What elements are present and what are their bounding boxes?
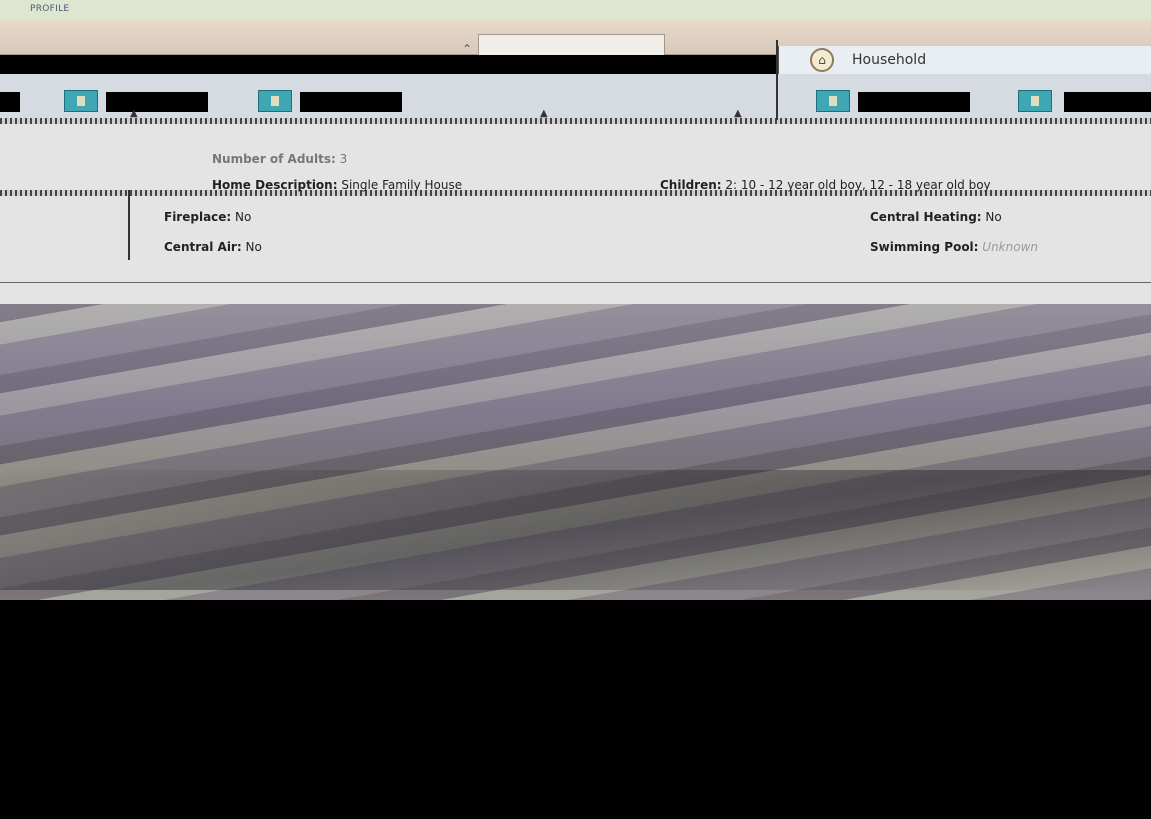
landscape-photo xyxy=(0,304,1151,600)
home-description-label: Home Description: xyxy=(212,178,338,192)
tool-chip-icon[interactable] xyxy=(1018,90,1052,112)
household-label[interactable]: Household xyxy=(852,52,927,68)
panel-vertical-rule xyxy=(776,40,778,120)
central-air-value: No xyxy=(245,240,262,254)
central-heating-row: Central Heating: No xyxy=(870,210,1002,224)
tool-chip-icon[interactable] xyxy=(258,90,292,112)
toolbar-tile[interactable] xyxy=(300,92,402,112)
toolbar-tile xyxy=(0,92,20,112)
household-tab[interactable] xyxy=(776,46,1151,74)
tool-chip-icon[interactable] xyxy=(64,90,98,112)
profile-label: PROFILE xyxy=(30,4,70,14)
household-icon: ⌂ xyxy=(810,48,834,72)
triangle-icon: ▲ xyxy=(734,108,742,119)
details-panel xyxy=(0,118,1151,304)
fireplace-label: Fireplace: xyxy=(164,210,232,224)
caret-up-icon[interactable]: ⌃ xyxy=(462,42,473,56)
adults-value: 3 xyxy=(339,152,348,166)
header-tab[interactable] xyxy=(478,34,665,55)
adults-row: Number of Adults: 3 xyxy=(212,152,347,166)
children-row: Children: 2: 10 - 12 year old boy, 12 - … xyxy=(660,178,991,192)
panel-top-rule xyxy=(0,118,1151,124)
home-description-value: Single Family House xyxy=(341,178,463,192)
landscape-photo-shadow xyxy=(0,470,1151,590)
home-description-row: Home Description: Single Family House xyxy=(212,178,462,192)
central-air-label: Central Air: xyxy=(164,240,242,254)
tool-chip-icon[interactable] xyxy=(816,90,850,112)
panel-mid-rule xyxy=(0,190,1151,196)
children-value: 2: 10 - 12 year old boy, 12 - 18 year ol… xyxy=(725,178,991,192)
swimming-pool-row: Swimming Pool: Unknown xyxy=(870,240,1038,254)
toolbar-tile[interactable] xyxy=(858,92,970,112)
profile-strip: PROFILE xyxy=(0,0,1151,21)
panel-divider xyxy=(0,282,1151,283)
panel-vertical-rule xyxy=(128,190,130,260)
adults-label: Number of Adults: xyxy=(212,152,336,166)
empty-area xyxy=(0,600,1151,819)
children-label: Children: xyxy=(660,178,722,192)
central-air-row: Central Air: No xyxy=(164,240,262,254)
central-heating-label: Central Heating: xyxy=(870,210,982,224)
central-heating-value: No xyxy=(985,210,1002,224)
fireplace-value: No xyxy=(235,210,252,224)
toolbar-tile[interactable] xyxy=(1064,92,1151,112)
fireplace-row: Fireplace: No xyxy=(164,210,251,224)
triangle-icon: ▲ xyxy=(540,108,548,119)
swimming-pool-value: Unknown xyxy=(982,240,1039,254)
triangle-icon: ▲ xyxy=(130,108,138,119)
swimming-pool-label: Swimming Pool: xyxy=(870,240,979,254)
toolbar-tile[interactable] xyxy=(106,92,208,112)
